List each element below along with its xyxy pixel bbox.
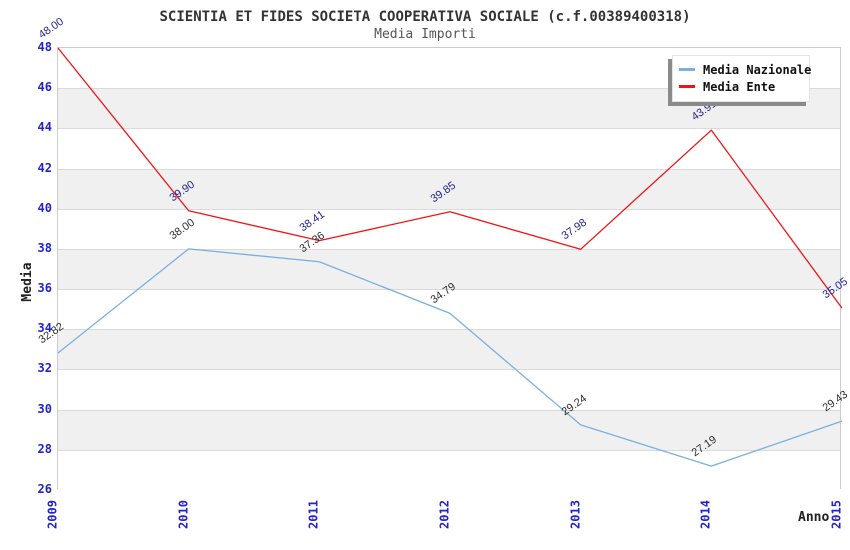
gridline	[58, 289, 840, 291]
plot-band	[58, 208, 840, 249]
plot-band	[58, 409, 840, 450]
legend-row-media-ente: Media Ente	[679, 78, 803, 95]
y-tick-label: 42	[37, 160, 52, 175]
y-tick-label: 26	[37, 482, 52, 496]
y-tick-label: 38	[37, 240, 52, 255]
y-tick-label: 34	[37, 321, 52, 336]
plot-band	[58, 289, 840, 330]
chart-subtitle: Media Importi	[374, 27, 476, 42]
legend: Media Nazionale Media Ente	[672, 55, 811, 102]
x-axis-title: Anno	[798, 510, 830, 525]
y-axis-title: Media	[20, 262, 35, 302]
plot-band	[58, 449, 840, 490]
legend-label-media-ente: Media Ente	[703, 79, 776, 94]
gridline	[58, 88, 840, 90]
y-tick-label: 30	[37, 401, 52, 416]
x-tick-label: 2010	[176, 500, 191, 529]
x-tick-label: 2015	[829, 500, 844, 529]
gridline	[58, 248, 840, 250]
x-tick-label: 2012	[437, 500, 452, 529]
y-tick-label: 46	[37, 80, 52, 95]
gridline	[58, 329, 840, 331]
legend-label-media-nazionale: Media Nazionale	[703, 62, 812, 77]
plot-band	[58, 329, 840, 370]
plot-band	[58, 248, 840, 290]
y-tick-label: 40	[37, 200, 52, 215]
series-lines	[57, 47, 843, 467]
x-tick-label: 2014	[698, 500, 713, 529]
plot-area	[57, 47, 843, 490]
series-line-media-ente	[57, 47, 843, 309]
media-ente-line-swatch-icon	[679, 85, 695, 88]
chart-title: SCIENTIA ET FIDES SOCIETA COOPERATIVA SO…	[159, 9, 691, 25]
gridline	[58, 409, 840, 411]
legend-row-media-nazionale: Media Nazionale	[679, 61, 811, 78]
y-tick-label: 44	[37, 120, 52, 135]
x-tick-label: 2011	[306, 500, 321, 529]
plot-band	[58, 168, 840, 209]
media-nazionale-line-swatch-icon	[679, 68, 695, 71]
gridline	[58, 449, 840, 451]
gridline	[58, 128, 840, 130]
gridline	[58, 369, 840, 371]
plot-band	[58, 128, 840, 169]
y-tick-label: 32	[37, 361, 52, 376]
y-tick-label: 36	[37, 281, 52, 296]
y-tick-label: 28	[37, 441, 52, 456]
x-tick-label: 2013	[568, 500, 583, 529]
plot-band	[58, 369, 840, 410]
y-tick-label: 48	[37, 40, 52, 54]
series-line-media-nazionale	[57, 248, 843, 467]
x-tick-label: 2009	[45, 500, 60, 529]
gridline	[58, 168, 840, 170]
gridline	[58, 208, 840, 210]
